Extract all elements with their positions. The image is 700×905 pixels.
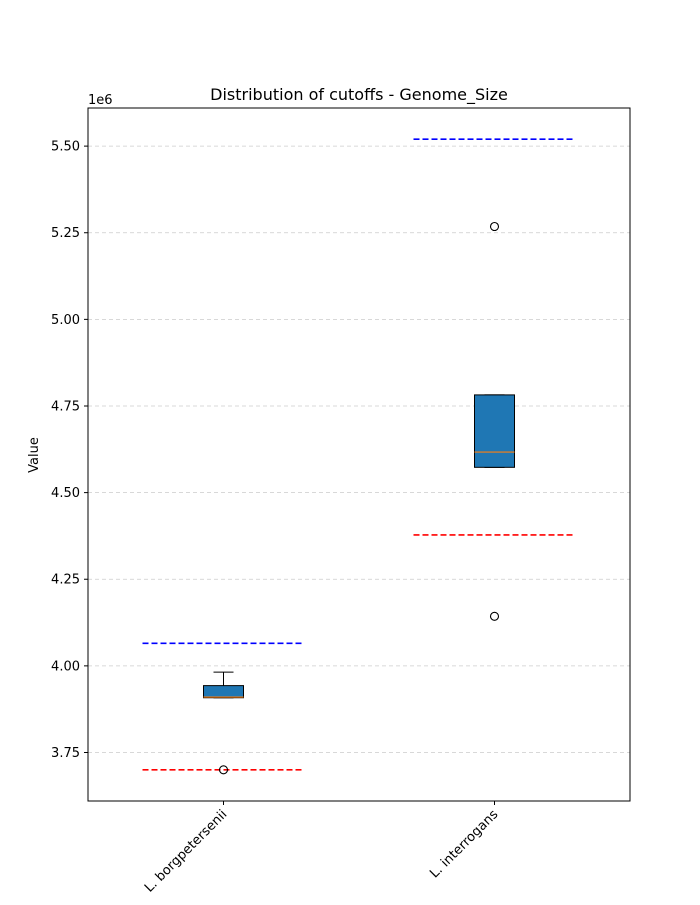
outlier-point [489, 221, 500, 232]
plot-area [87, 107, 631, 802]
box-body [203, 685, 244, 699]
y-tick-label: 5.25 [51, 226, 80, 241]
y-tick-label: 4.00 [51, 659, 80, 674]
y-tick-label: 4.75 [51, 399, 80, 414]
y-offset-label: 1e6 [88, 93, 113, 108]
box-body [474, 394, 515, 468]
y-tick-label: 4.25 [51, 573, 80, 588]
x-tick-label: L. interrogans [427, 807, 501, 881]
outlier-point [218, 765, 229, 775]
y-tick-label: 3.75 [51, 746, 80, 761]
y-tick-label: 4.50 [51, 486, 80, 501]
chart-title: Distribution of cutoffs - Genome_Size [210, 85, 508, 105]
y-tick-label: 5.00 [51, 313, 80, 328]
outlier-point [489, 611, 500, 621]
y-axis-label: Value [27, 437, 42, 473]
x-tick-label: L. borgpetersenii [142, 807, 230, 895]
y-tick-label: 5.50 [51, 140, 80, 155]
